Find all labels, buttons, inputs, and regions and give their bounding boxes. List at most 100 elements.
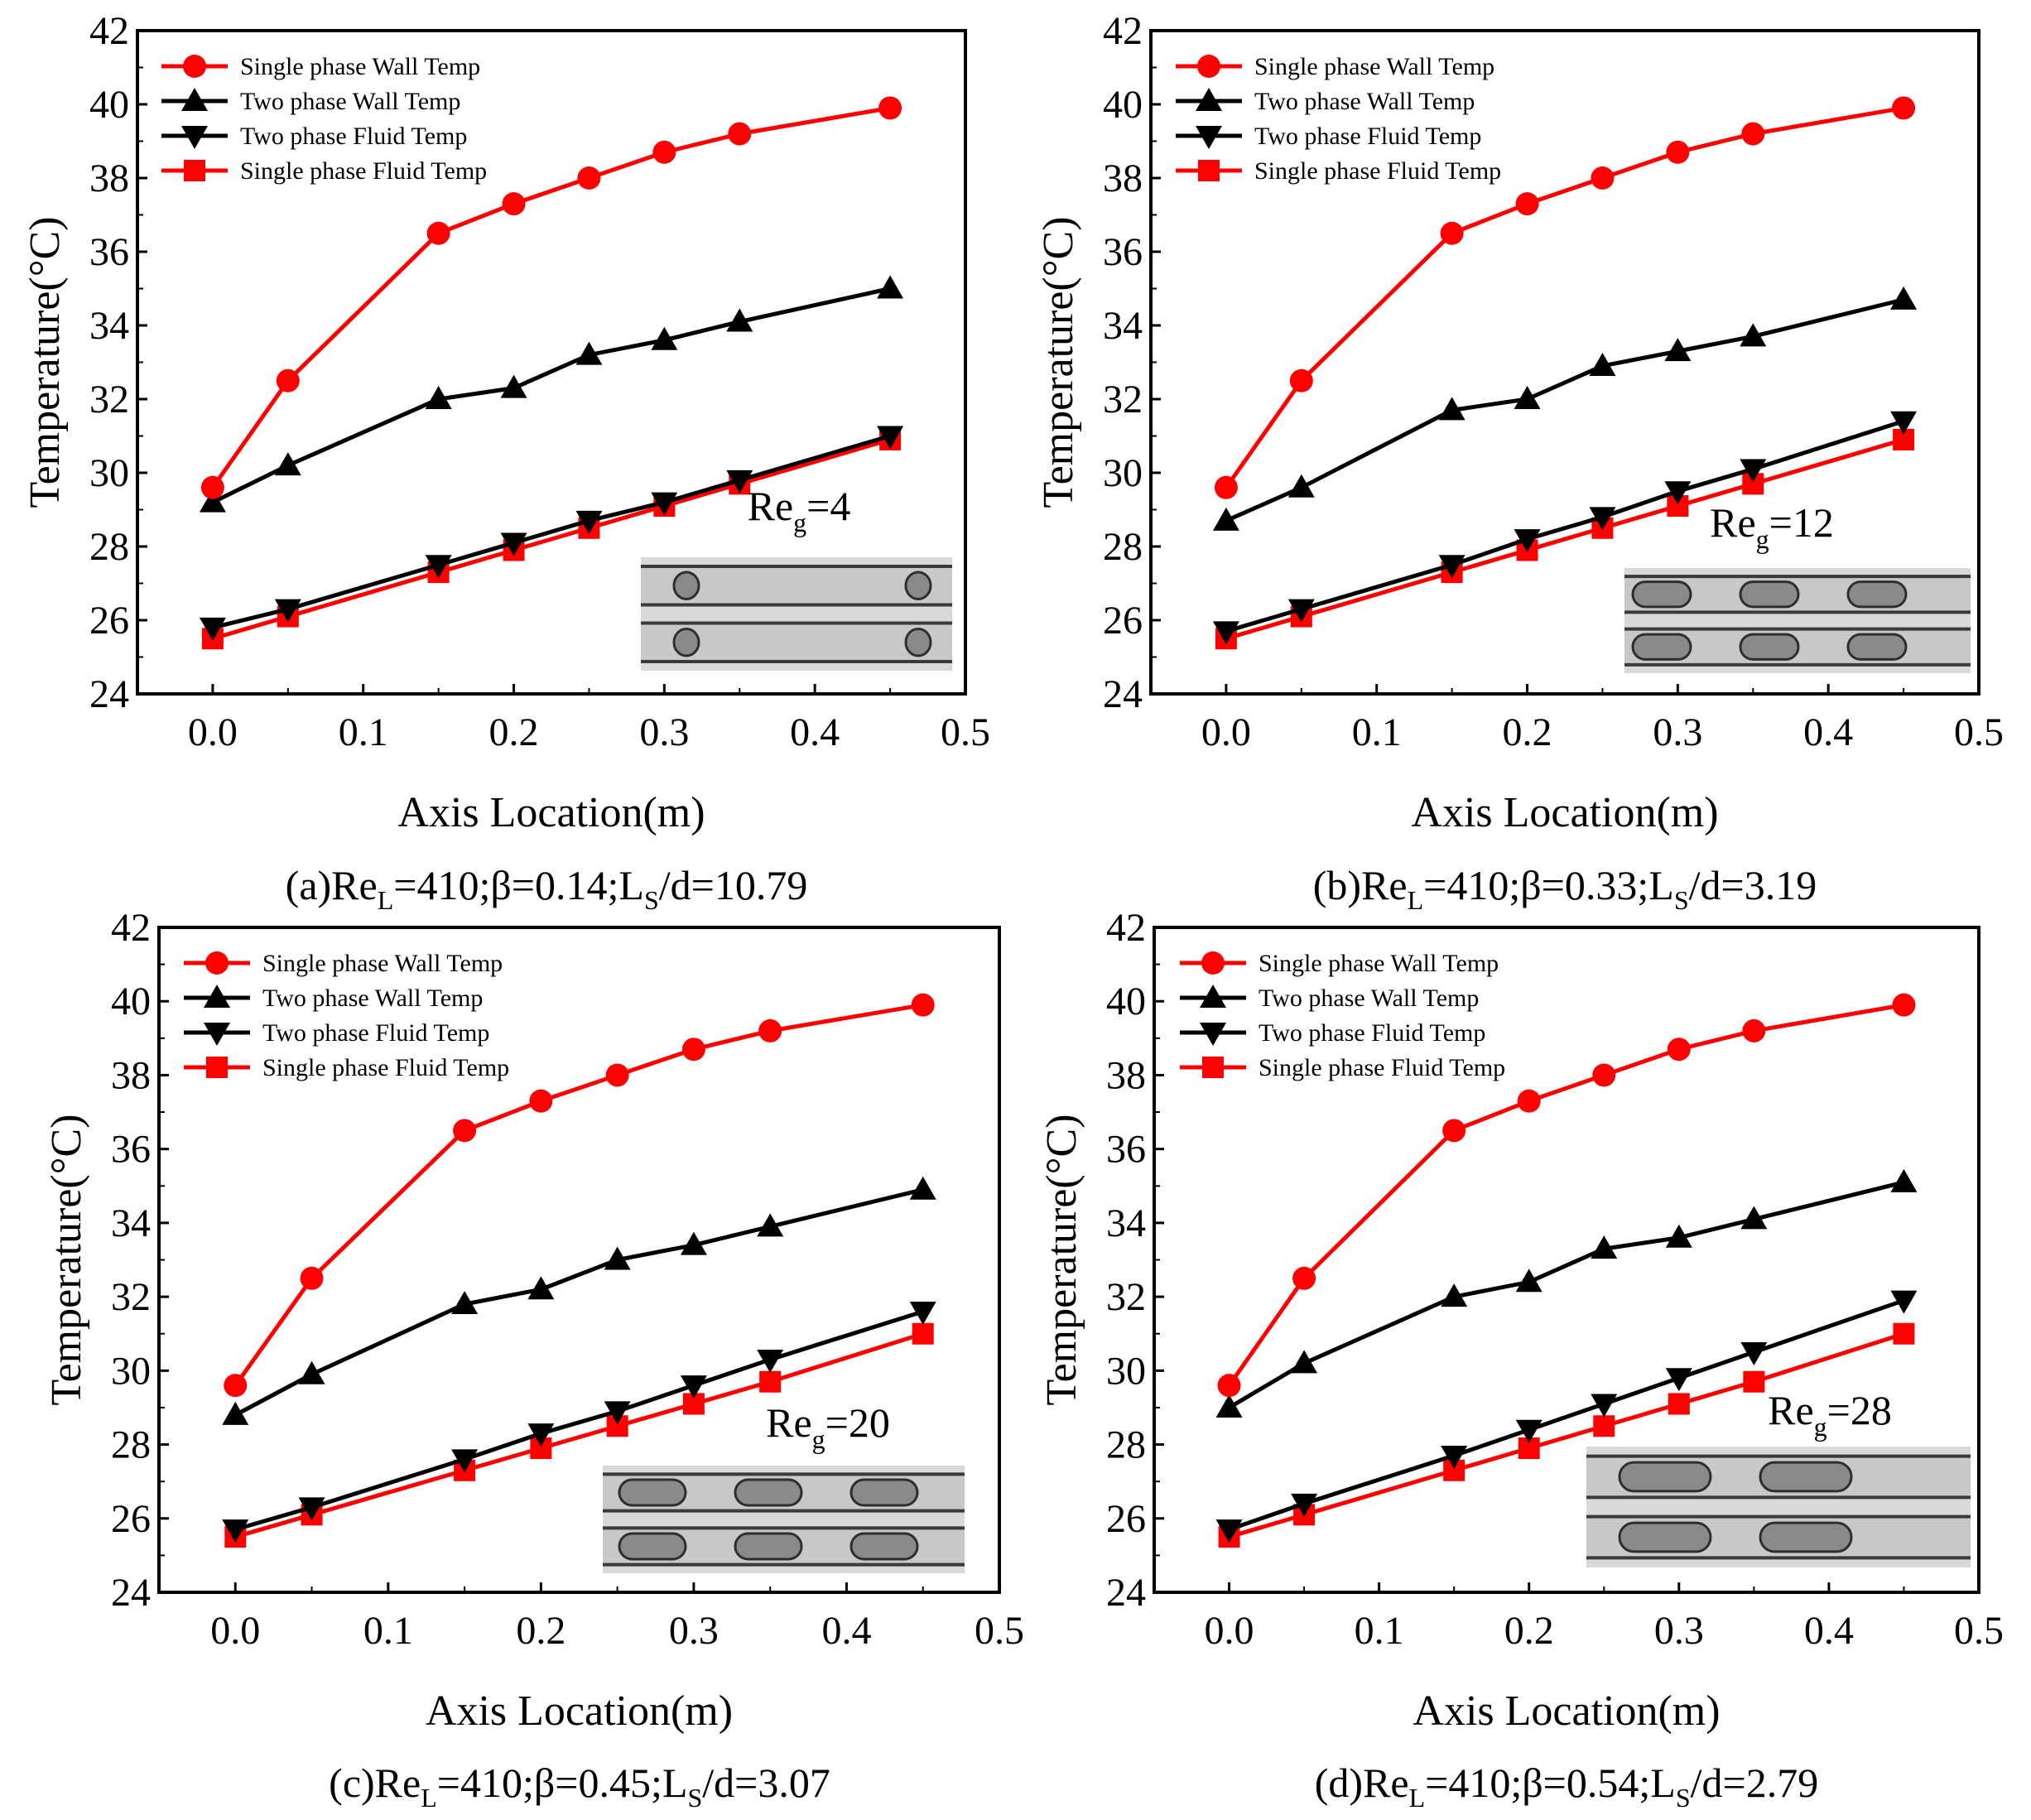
y-tick-label: 38	[89, 156, 129, 200]
caption-sub-l: L	[1408, 885, 1424, 915]
data-point	[276, 368, 300, 392]
data-point	[604, 1401, 631, 1425]
data-point	[1665, 1224, 1692, 1248]
data-point	[1441, 1283, 1468, 1307]
y-tick-label: 42	[1106, 906, 1146, 950]
slug-bubble	[1739, 633, 1800, 661]
slug-bubble	[734, 1532, 803, 1561]
slug-bubble	[904, 571, 932, 601]
data-point	[577, 166, 601, 190]
caption-sub-s: S	[1676, 1783, 1691, 1813]
caption-sub-s: S	[1674, 885, 1689, 915]
data-point	[1743, 1370, 1765, 1393]
y-axis-label: Temperature(°C)	[1035, 216, 1082, 508]
y-axis-label: Temperature(°C)	[43, 1114, 90, 1405]
data-point	[1890, 411, 1918, 435]
panel-caption: (b)ReL=410;β=0.33;LS/d=3.19	[1313, 862, 1817, 915]
caption-sub-l: L	[1409, 1783, 1426, 1813]
series-line	[1228, 1180, 1905, 1410]
caption-mid: =410;β=0.33;L	[1423, 862, 1674, 908]
legend-marker	[1201, 951, 1225, 975]
series-line	[210, 105, 891, 489]
series-line	[212, 437, 891, 641]
data-point	[1893, 1322, 1915, 1345]
data-point	[1287, 599, 1315, 623]
data-point	[1441, 1445, 1468, 1469]
legend-entry: Two phase Wall Temp	[262, 985, 483, 1012]
reg-base: Re	[748, 483, 794, 529]
data-point	[1742, 1018, 1766, 1042]
data-point	[877, 275, 904, 299]
y-tick-label: 42	[111, 906, 151, 950]
y-tick-label: 38	[111, 1053, 151, 1097]
chart-panel-d: 24 26 28 30 32 34 36 38 40 42 0.0 0.1 0.2 0.3 0.4 0.5 Ax…	[1038, 906, 2004, 1813]
slug-bubble	[849, 1478, 919, 1507]
caption-sub-s: S	[687, 1783, 702, 1813]
legend-marker	[1202, 1057, 1224, 1078]
data-point	[1892, 993, 1916, 1017]
legend-marker	[205, 951, 229, 975]
y-tick-label: 32	[1103, 378, 1143, 421]
y-tick-label: 34	[1103, 304, 1143, 348]
x-tick-label: 0.5	[975, 1609, 1024, 1653]
legend-entry: Single phase Wall Temp	[262, 950, 503, 977]
data-point	[1515, 192, 1539, 216]
y-tick-label: 26	[111, 1497, 151, 1541]
y-tick-label: 28	[1103, 525, 1143, 569]
data-point	[1215, 1394, 1243, 1418]
data-point	[651, 492, 678, 516]
y-tick-label: 32	[111, 1275, 151, 1319]
x-tick-label: 0.3	[1653, 710, 1702, 754]
x-axis-label: Axis Location(m)	[426, 1688, 733, 1735]
y-tick-label: 28	[111, 1423, 151, 1467]
x-axis-label: Axis Location(m)	[1413, 1688, 1720, 1735]
x-tick-label: 0.3	[639, 710, 689, 754]
y-tick-label: 30	[111, 1349, 151, 1393]
chart-panel-b: 24 26 28 30 32 34 36 38 40 42 0.0 0.1 0.2 0.3 0.4 0.5 Ax…	[1035, 9, 2004, 915]
legend-marker	[204, 1023, 230, 1046]
reg-value: =4	[806, 483, 850, 529]
series-line	[234, 1331, 924, 1539]
data-point	[1668, 1393, 1690, 1415]
series-line	[1224, 105, 1904, 489]
x-tick-label: 0.2	[489, 710, 539, 754]
data-point	[1593, 1415, 1615, 1437]
data-point	[1892, 96, 1916, 120]
reg-value: =20	[825, 1399, 890, 1446]
reg-base: Re	[1768, 1387, 1814, 1433]
caption-sub-s: S	[644, 885, 659, 915]
data-point	[300, 1266, 324, 1290]
series-line	[1228, 1298, 1905, 1532]
slug-bubble	[1631, 633, 1692, 661]
data-point	[911, 993, 935, 1017]
data-point	[726, 469, 753, 494]
x-tick-label: 0.4	[790, 710, 840, 754]
legend-entry: Two phase Fluid Temp	[1259, 1019, 1485, 1047]
caption-suffix: /d=2.79	[1691, 1760, 1819, 1806]
reg-subscript: g	[1814, 1412, 1827, 1442]
y-tick-label: 28	[89, 525, 129, 569]
series-line	[212, 434, 891, 630]
slug-bubble	[734, 1478, 803, 1507]
series-line	[233, 1003, 924, 1387]
y-tick-label: 36	[1106, 1128, 1146, 1172]
y-tick-label: 36	[111, 1128, 151, 1172]
y-tick-label: 30	[89, 451, 129, 495]
data-point	[425, 555, 452, 579]
data-point	[199, 489, 226, 513]
data-point	[1514, 386, 1541, 409]
data-point	[651, 326, 678, 350]
legend-marker	[181, 88, 208, 111]
legend-entry: Single phase Fluid Temp	[262, 1054, 509, 1081]
x-tick-label: 0.2	[1503, 710, 1552, 754]
legend-marker	[1197, 55, 1220, 78]
reg-subscript: g	[793, 508, 806, 537]
legend-entry: Two phase Fluid Temp	[240, 123, 467, 150]
caption-prefix: (c)Re	[329, 1760, 421, 1806]
data-point	[1289, 368, 1313, 392]
y-tick-label: 26	[89, 599, 129, 643]
legend-entry: Single phase Wall Temp	[1254, 53, 1494, 80]
caption-mid: =410;β=0.14;L	[393, 862, 644, 908]
caption-sub-l: L	[378, 885, 394, 915]
